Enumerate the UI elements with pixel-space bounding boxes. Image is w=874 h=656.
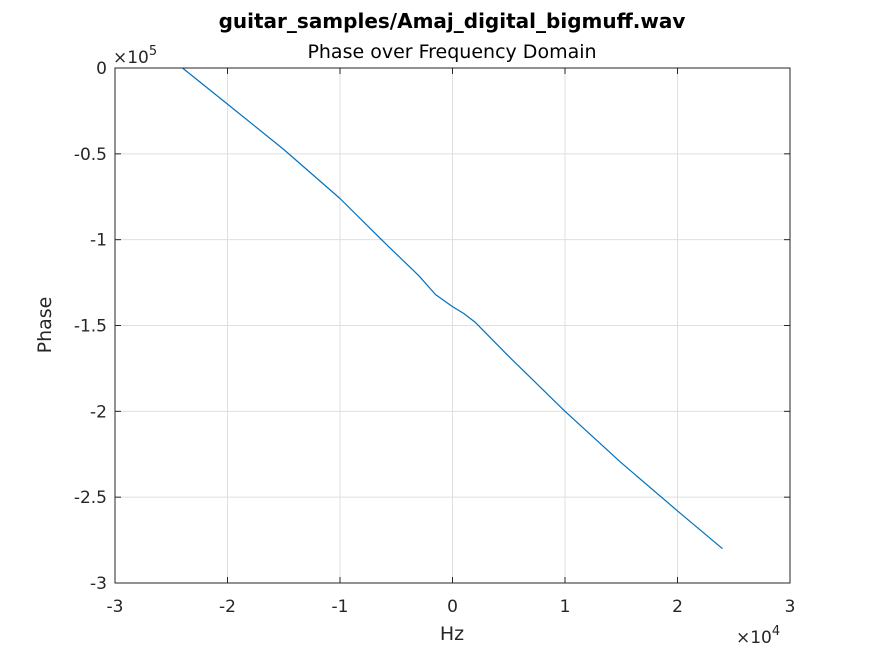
x-axis-label: Hz [440, 623, 464, 645]
x-axis-exponent: ×104 [736, 624, 780, 648]
data-series-layer [182, 67, 723, 550]
y-tick-label: -3 [90, 574, 107, 594]
chart-title: guitar_samples/Amaj_digital_bigmuff.wav [219, 9, 686, 33]
phase-series-line [182, 67, 723, 550]
x-tick-label: 1 [560, 597, 571, 617]
y-tick-label: -1 [90, 231, 107, 251]
x-tick-label: -2 [219, 597, 236, 617]
y-exponent-power: 5 [149, 44, 157, 59]
axis-ticks: -3 -2 -1 0 1 2 3 0 -0.5 -1 -1.5 -2 -2.5 -3 [74, 59, 796, 617]
grid-lines [115, 68, 790, 583]
chart-subtitle: Phase over Frequency Domain [307, 41, 596, 63]
x-exponent-base: ×10 [736, 628, 772, 648]
y-axis-label: Phase [34, 297, 56, 354]
y-tick-label: -0.5 [74, 145, 107, 165]
y-tick-label: -2.5 [74, 488, 107, 508]
x-exponent-power: 4 [772, 624, 780, 639]
x-tick-label: 2 [672, 597, 683, 617]
y-tick-label: 0 [96, 59, 107, 79]
y-axis-exponent: ×105 [113, 44, 157, 68]
y-tick-label: -2 [90, 402, 107, 422]
y-exponent-base: ×10 [113, 48, 149, 68]
x-tick-label: 0 [447, 597, 458, 617]
x-tick-label: -3 [107, 597, 124, 617]
y-tick-label: -1.5 [74, 317, 107, 337]
x-tick-label: 3 [785, 597, 796, 617]
x-tick-label: -1 [332, 597, 349, 617]
